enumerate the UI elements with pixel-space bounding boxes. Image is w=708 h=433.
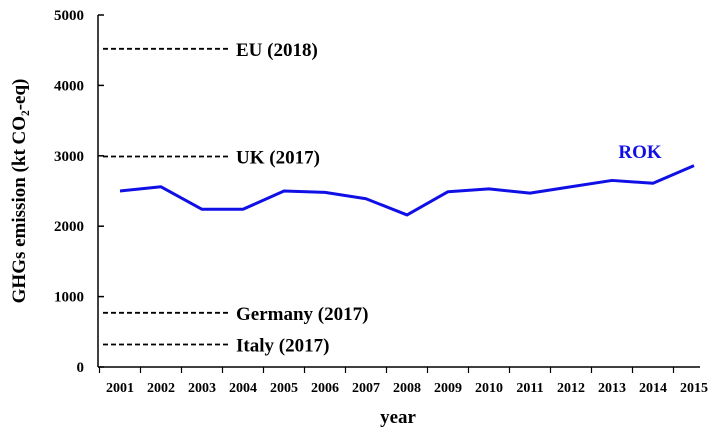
- x-tick-label: 2001: [106, 381, 134, 396]
- x-axis-title: year: [380, 407, 416, 428]
- series-layer: ROK: [119, 142, 695, 217]
- series-label: ROK: [618, 142, 662, 163]
- y-axis-title: GHGs emission (kt CO₂-eq): [9, 79, 30, 304]
- reference-line-label: Germany (2017): [236, 304, 368, 325]
- y-tick-label: 4000: [54, 78, 84, 94]
- y-tick-label: 2000: [54, 219, 84, 235]
- x-tick-label: 2014: [639, 381, 667, 396]
- labels: year GHGs emission (kt CO₂-eq): [9, 79, 416, 428]
- reference-line-label: Italy (2017): [236, 335, 329, 356]
- x-tick-label: 2010: [475, 381, 503, 396]
- reference-lines: EU (2018) UK (2017) Germany (2017) Italy (2…: [103, 40, 368, 356]
- x-tick-label: 2004: [229, 381, 257, 396]
- x-tick-label: 2007: [352, 381, 380, 396]
- x-tick-label: 2015: [680, 381, 708, 396]
- x-tick-label: 2009: [434, 381, 462, 396]
- axes: 0 1000 2000 3000 4000 5000 2001 2002 2003 2004 200…: [54, 8, 708, 396]
- x-tick-label: 2008: [393, 381, 421, 396]
- x-tick-label: 2002: [147, 381, 175, 396]
- x-tick-label: 2003: [188, 381, 216, 396]
- x-tick-label: 2012: [557, 381, 585, 396]
- y-tick-label: 5000: [54, 8, 84, 24]
- y-tick-label: 3000: [54, 149, 84, 165]
- x-tick-label: 2005: [270, 381, 298, 396]
- reference-line-label: EU (2018): [236, 40, 318, 61]
- x-tick-label: 2013: [598, 381, 626, 396]
- x-tick-label: 2006: [311, 381, 339, 396]
- y-tick-label: 0: [77, 360, 85, 376]
- x-tick-label: 2011: [516, 381, 543, 396]
- series-line: [119, 164, 695, 217]
- y-tick-label: 1000: [54, 290, 84, 306]
- reference-line-label: UK (2017): [236, 148, 320, 169]
